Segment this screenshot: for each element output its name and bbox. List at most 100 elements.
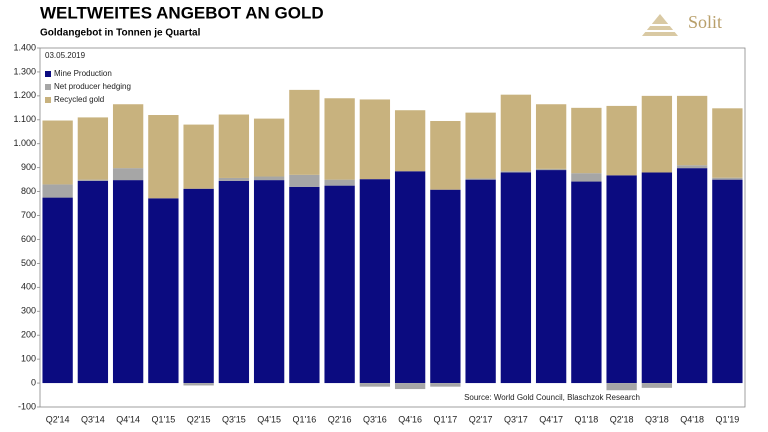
bar-segment	[112, 180, 144, 384]
bar-segment	[571, 173, 602, 182]
x-tick-label: Q2'15	[187, 414, 211, 424]
plot-frame	[39, 47, 746, 408]
bar-segment	[500, 171, 532, 173]
bar-segment	[253, 118, 285, 177]
bar-segment	[148, 198, 179, 384]
x-tick-label: Q4'16	[398, 414, 422, 424]
bar-segment	[394, 383, 426, 390]
bar-segment	[500, 94, 532, 172]
y-tick-label: 700	[21, 210, 36, 220]
bar-segment	[712, 177, 743, 180]
bar-segment	[324, 98, 355, 180]
bar-segment	[500, 172, 532, 384]
x-tick-label: Q3'16	[363, 414, 387, 424]
x-tick-label: Q3'18	[645, 414, 669, 424]
y-tick-label: 300	[21, 306, 36, 316]
bar-segment	[535, 170, 567, 384]
legend-label: Mine Production	[54, 69, 112, 78]
x-tick-label: Q4'18	[680, 414, 704, 424]
x-tick-label: Q1'17	[434, 414, 458, 424]
bar-segment	[77, 179, 109, 181]
bar-segment	[606, 105, 637, 176]
bar-segment	[641, 383, 673, 388]
bar-segment	[571, 107, 602, 174]
y-tick-label: 1.300	[13, 66, 36, 76]
bar-segment	[359, 99, 391, 180]
bar-segment	[430, 383, 461, 387]
x-tick-label: Q3'17	[504, 414, 528, 424]
x-tick-label: Q4'15	[257, 414, 281, 424]
y-tick-label: 1.200	[13, 90, 36, 100]
bar-segment	[712, 179, 743, 384]
bar-segment	[676, 165, 708, 169]
legend-label: Recycled gold	[54, 95, 104, 104]
bar-segment	[465, 112, 496, 179]
x-tick-label: Q3'14	[81, 414, 105, 424]
y-tick-label: 200	[21, 330, 36, 340]
chart-subtitle: Goldangebot in Tonnen je Quartal	[40, 28, 201, 39]
bar-segment	[676, 95, 708, 166]
bar-segment	[42, 120, 73, 185]
x-tick-label: Q3'15	[222, 414, 246, 424]
y-tick-label: 600	[21, 234, 36, 244]
y-tick-label: 0	[31, 377, 36, 387]
bar-segment	[641, 172, 673, 384]
bar-segment	[42, 197, 73, 384]
y-tick-label: 900	[21, 162, 36, 172]
bar-segment	[465, 179, 496, 384]
bar-segment	[324, 185, 355, 384]
bar-segment	[606, 383, 637, 391]
bar-segment	[289, 186, 320, 384]
y-tick-label: 1.100	[13, 114, 36, 124]
y-tick-label: 100	[21, 354, 36, 364]
logo-icon	[642, 14, 678, 36]
bar-segment	[676, 168, 708, 384]
bar-segment	[77, 180, 109, 384]
bar-segment	[535, 104, 567, 169]
bar-segment	[112, 168, 144, 181]
x-tick-label: Q1'16	[293, 414, 317, 424]
x-tick-label: Q1'18	[575, 414, 599, 424]
bar-segment	[430, 189, 461, 384]
bar-segment	[571, 181, 602, 384]
x-tick-label: Q4'17	[539, 414, 563, 424]
chart-title: WELTWEITES ANGEBOT AN GOLD	[40, 3, 324, 22]
bar-segment	[218, 114, 250, 178]
x-tick-label: Q1'15	[152, 414, 176, 424]
legend-swatch	[45, 97, 51, 103]
x-tick-label: Q2'16	[328, 414, 352, 424]
y-tick-label: -100	[18, 401, 36, 411]
x-tick-label: Q2'17	[469, 414, 493, 424]
bar-segment	[394, 110, 426, 172]
bar-segment	[606, 175, 637, 384]
y-tick-label: 800	[21, 186, 36, 196]
x-tick-label: Q4'14	[116, 414, 140, 424]
bar-segment	[465, 178, 496, 180]
bar-segment	[148, 115, 179, 199]
bar-segment	[183, 188, 214, 384]
x-tick-label: Q2'18	[610, 414, 634, 424]
logo-text: Solit	[688, 12, 722, 32]
y-tick-label: 400	[21, 282, 36, 292]
bar-segment	[218, 180, 250, 384]
legend-swatch	[45, 84, 51, 90]
bar-segment	[324, 179, 355, 186]
x-tick-label: Q2'14	[46, 414, 70, 424]
bar-segment	[394, 171, 426, 384]
bar-segment	[183, 383, 214, 386]
bar-segment	[42, 184, 73, 198]
bar-segment	[641, 95, 673, 173]
legend-swatch	[45, 71, 51, 77]
bar-segment	[112, 104, 144, 169]
bar-segment	[359, 179, 391, 384]
bar-segment	[289, 174, 320, 187]
bar-segment	[253, 180, 285, 384]
legend-label: Net producer hedging	[54, 82, 131, 91]
bar-segment	[253, 176, 285, 181]
bar-segment	[535, 168, 567, 171]
y-tick-label: 1.400	[13, 42, 36, 52]
bar-segment	[712, 108, 743, 178]
bar-segment	[77, 117, 109, 180]
y-tick-label: 1.000	[13, 138, 36, 148]
